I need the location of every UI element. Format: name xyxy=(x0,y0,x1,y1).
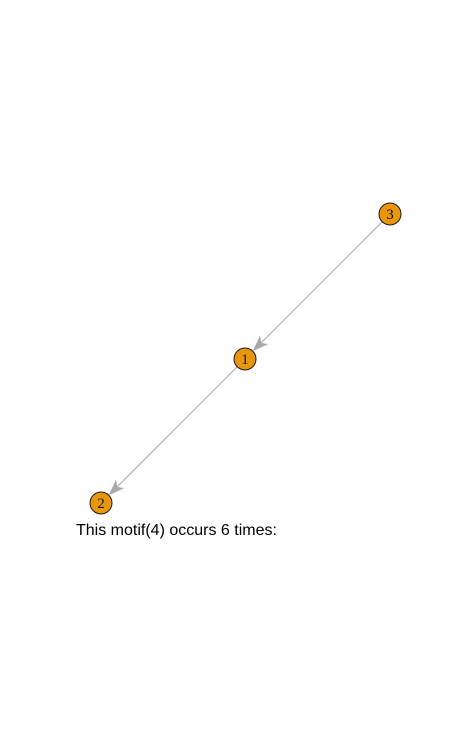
motif-caption: This motif(4) occurs 6 times: xyxy=(76,522,277,539)
node-1: 1 xyxy=(233,347,257,371)
edges-layer xyxy=(108,221,383,496)
node-label: 2 xyxy=(97,496,105,512)
edge-1-to-2 xyxy=(108,366,238,496)
node-circle xyxy=(378,202,402,226)
nodes-layer: 3 1 2 xyxy=(89,202,402,515)
arrowhead-icon xyxy=(252,335,269,352)
node-circle xyxy=(233,347,257,371)
node-label: 3 xyxy=(386,207,394,223)
node-3: 3 xyxy=(378,202,402,226)
arrowhead-icon xyxy=(108,479,125,496)
node-circle xyxy=(89,491,113,515)
node-2: 2 xyxy=(89,491,113,515)
edge-3-to-1 xyxy=(252,221,383,352)
edge-line xyxy=(260,221,383,344)
edge-line xyxy=(116,366,238,488)
node-label: 1 xyxy=(241,352,249,368)
